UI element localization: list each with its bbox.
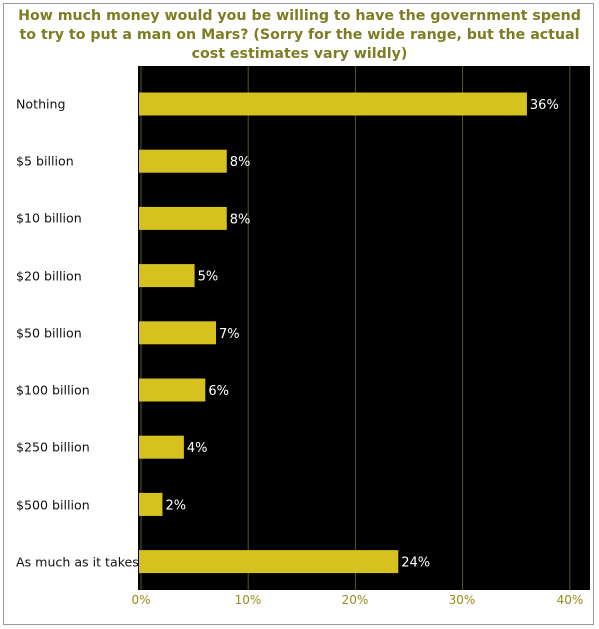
category-label: Nothing	[16, 96, 66, 112]
category-label: $50 billion	[16, 325, 82, 341]
bar	[139, 378, 206, 402]
bar	[139, 435, 184, 459]
bar	[139, 206, 227, 230]
bar-value-label: 6%	[208, 384, 229, 399]
bar	[139, 492, 163, 516]
bar-value-label: 7%	[219, 327, 240, 342]
bar-value-label: 8%	[230, 212, 251, 227]
bar-value-label: 5%	[198, 270, 219, 285]
category-label: $20 billion	[16, 268, 82, 284]
bar	[139, 264, 195, 288]
category-label: $5 billion	[16, 153, 74, 169]
bar	[139, 321, 217, 345]
bar-value-label: 4%	[187, 441, 208, 456]
bar	[139, 149, 227, 173]
category-label: $250 billion	[16, 439, 90, 455]
bar-value-label: 2%	[165, 498, 186, 513]
bar	[139, 92, 527, 116]
bar	[139, 550, 399, 574]
category-label: As much as it takes	[16, 554, 139, 570]
plot-area: 36% 8% 8% 5% 7% 6% 4% 2% 24%	[138, 66, 590, 590]
category-labels: Nothing $5 billion $10 billion $20 billi…	[0, 0, 139, 629]
bar-value-label: 36%	[530, 98, 559, 113]
category-label: $500 billion	[16, 497, 90, 513]
category-label: $10 billion	[16, 210, 82, 226]
chart-title: How much money would you be willing to h…	[18, 8, 581, 62]
category-label: $100 billion	[16, 382, 90, 398]
bar-value-label: 24%	[401, 556, 430, 571]
bar-value-label: 8%	[230, 155, 251, 170]
